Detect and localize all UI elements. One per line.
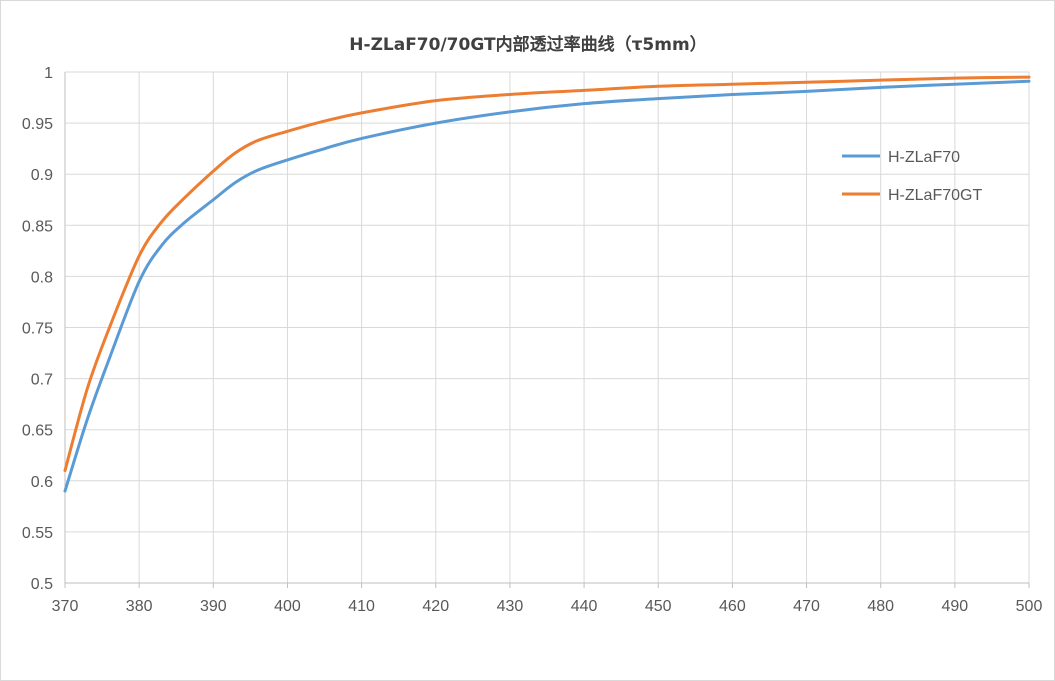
x-tick-label: 400 — [274, 598, 301, 615]
y-tick-label: 0.9 — [31, 167, 53, 184]
y-tick-label: 0.95 — [22, 116, 53, 133]
y-tick-label: 0.6 — [31, 474, 53, 491]
chart-title: H-ZLaF70/70GT内部透过率曲线（τ5mm） — [349, 34, 706, 55]
y-tick-label: 0.55 — [22, 525, 53, 542]
y-tick-label: 0.8 — [31, 269, 53, 286]
x-tick-label: 380 — [126, 598, 153, 615]
series-line-1 — [63, 75, 1031, 473]
x-tick-label: 470 — [793, 598, 820, 615]
y-tick-label: 1 — [44, 65, 53, 82]
y-tick-label: 0.75 — [22, 321, 53, 338]
series-line-0 — [63, 79, 1031, 493]
x-tick-label: 460 — [719, 598, 746, 615]
legend-label-1: H-ZLaF70GT — [888, 187, 982, 204]
x-tick-label: 490 — [941, 598, 968, 615]
y-tick-label: 0.5 — [31, 576, 53, 593]
x-tick-label: 390 — [200, 598, 227, 615]
y-tick-label: 0.7 — [31, 372, 53, 389]
legend: H-ZLaF70 H-ZLaF70GT — [842, 149, 982, 204]
axis-layer: 0.5 0.55 0.6 0.65 0.7 0.75 0.8 0.85 0.9 0.95 1 370 3… — [22, 65, 1043, 615]
grid-layer — [64, 71, 1030, 584]
x-tick-label: 440 — [571, 598, 598, 615]
x-tick-label: 370 — [52, 598, 79, 615]
x-tick-label: 450 — [645, 598, 672, 615]
x-tick-label: 430 — [497, 598, 524, 615]
series-layer — [63, 75, 1031, 493]
x-tick-label: 420 — [422, 598, 449, 615]
y-tick-label: 0.65 — [22, 423, 53, 440]
x-tick-label: 410 — [348, 598, 375, 615]
legend-label-0: H-ZLaF70 — [888, 149, 960, 166]
x-tick-label: 500 — [1016, 598, 1043, 615]
x-tick-label: 480 — [867, 598, 894, 615]
y-tick-label: 0.85 — [22, 218, 53, 235]
